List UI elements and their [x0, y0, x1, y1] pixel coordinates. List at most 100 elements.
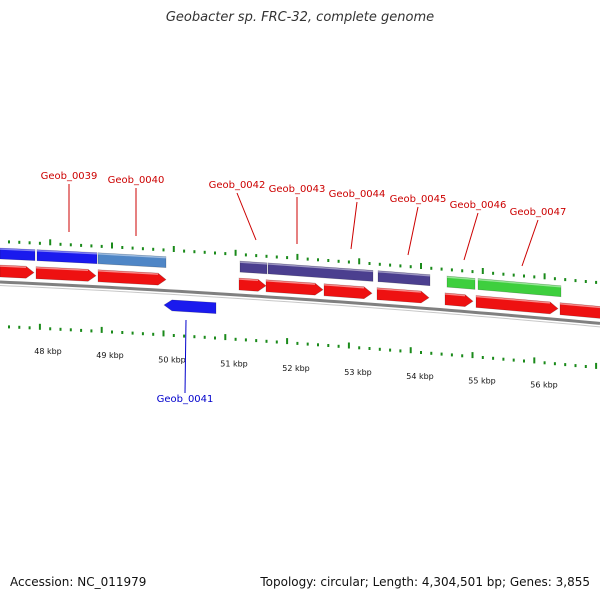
gene-label-leader: [184, 319, 187, 394]
upper-tick-minor: [523, 274, 525, 278]
lower-tick-minor: [564, 363, 567, 367]
genome-backbone-shadow: [0, 285, 600, 328]
cds-forward-arrow: [238, 277, 267, 292]
lower-tick-minor: [584, 365, 587, 368]
gene-bar-0045: [377, 270, 431, 287]
upper-tick-major: [358, 258, 361, 265]
lower-tick-minor: [203, 335, 206, 339]
upper-tick-minor: [337, 259, 340, 263]
gene-bar-0043-0044: [267, 262, 374, 282]
gene-bar-0045-highlight: [377, 270, 431, 277]
axis-kbp-label: 54 kbp: [406, 372, 434, 381]
upper-tick-major: [481, 268, 484, 274]
upper-tick-minor: [502, 272, 505, 276]
cds-forward-arrow-highlight: [97, 270, 159, 275]
gene-bar-0043-0044-highlight: [267, 263, 374, 273]
lower-tick-major: [409, 347, 412, 354]
cds-forward-arrow: [444, 292, 474, 307]
cds-forward-arrow: [475, 295, 559, 315]
gene-label-top: Geob_0044: [329, 189, 386, 200]
lower-tick-minor: [275, 340, 278, 344]
upper-tick-minor: [59, 242, 62, 246]
upper-tick-minor: [512, 273, 515, 277]
accession-text: Accession: NC_011979: [10, 575, 147, 589]
axis-kbp-label: 48 kbp: [34, 347, 62, 356]
lower-tick-minor: [450, 353, 453, 357]
upper-tick-minor: [471, 270, 474, 274]
upper-tick-minor: [553, 277, 556, 281]
upper-tick-minor: [399, 264, 402, 268]
upper-tick-minor: [38, 241, 41, 245]
upper-tick-minor: [409, 265, 412, 269]
upper-tick-minor: [450, 268, 453, 272]
lower-tick-minor: [296, 341, 299, 345]
lower-tick-major: [595, 362, 598, 369]
upper-tick-minor: [90, 244, 93, 248]
axis-kbp-label: 56 kbp: [530, 381, 558, 390]
gene-label-top: Geob_0047: [510, 207, 567, 218]
gene-label-top: Geob_0046: [450, 200, 507, 211]
upper-tick-minor: [347, 260, 350, 264]
lower-tick-minor: [141, 332, 144, 336]
lower-tick-minor: [255, 339, 258, 343]
gene-label-leader: [350, 201, 358, 250]
lower-tick-minor: [265, 339, 268, 343]
lower-tick-minor: [389, 348, 392, 352]
upper-tick-minor: [69, 243, 72, 247]
lower-tick-minor: [481, 356, 484, 359]
lower-tick-minor: [306, 342, 309, 346]
lower-tick-minor: [152, 332, 155, 336]
gene-bar-0042-highlight: [239, 261, 268, 265]
lower-tick-minor: [59, 327, 62, 331]
upper-tick-minor: [584, 280, 587, 283]
gene-label-top: Geob_0042: [209, 180, 266, 191]
backbone-layer: [0, 280, 600, 328]
upper-tick-minor: [492, 271, 495, 275]
upper-tick-minor: [461, 269, 464, 273]
axis-kbp-label: 51 kbp: [220, 360, 248, 369]
gene-bar-0046: [446, 275, 476, 290]
gene-label-leader: [463, 212, 479, 261]
genome-summary-text: Topology: circular; Length: 4,304,501 bp…: [260, 575, 590, 589]
upper-tick-minor: [265, 254, 268, 258]
gene-bar-0047-highlight: [477, 278, 562, 288]
cds-forward-arrow-highlight: [376, 287, 422, 293]
gene-bar-0040: [97, 252, 167, 268]
gene-bar-0047: [477, 278, 562, 298]
lower-tick-minor: [420, 351, 422, 354]
lower-tick-minor: [358, 346, 361, 350]
lower-tick-minor: [327, 344, 330, 347]
lower-tick-minor: [69, 328, 72, 332]
gene-bar-0042: [239, 260, 268, 275]
upper-tick-minor: [18, 240, 21, 244]
gene-label-top: Geob_0039: [41, 171, 98, 182]
upper-tick-minor: [80, 243, 83, 247]
upper-tick-minor: [28, 241, 31, 245]
lower-tick-minor: [18, 325, 21, 329]
upper-tick-minor: [193, 250, 196, 254]
lower-tick-minor: [430, 351, 433, 355]
upper-tick-minor: [430, 266, 433, 270]
lower-tick-major: [38, 323, 41, 330]
lower-tick-minor: [49, 327, 52, 331]
lower-tick-major: [162, 330, 165, 337]
cds-forward-arrow-highlight: [265, 280, 316, 285]
axis-kbp-label: 52 kbp: [282, 364, 310, 373]
lower-tick-minor: [368, 347, 371, 350]
lower-tick-minor: [399, 349, 402, 353]
lower-tick-minor: [111, 330, 113, 334]
upper-tick-minor: [574, 279, 577, 283]
gene-label-leader: [407, 206, 419, 256]
lower-tick-minor: [8, 325, 10, 329]
lower-tick-minor: [553, 362, 556, 366]
cds-forward-arrow-highlight: [35, 266, 89, 272]
lower-tick-minor: [502, 357, 505, 361]
gene-label-top: Geob_0045: [390, 194, 447, 205]
upper-tick-minor: [214, 251, 216, 255]
gene-bar-0039-highlight: [36, 249, 98, 255]
upper-tick-major: [49, 239, 52, 246]
cds-forward-arrow-highlight: [559, 302, 600, 309]
lower-tick-minor: [523, 359, 525, 363]
lower-tick-major: [286, 338, 289, 345]
